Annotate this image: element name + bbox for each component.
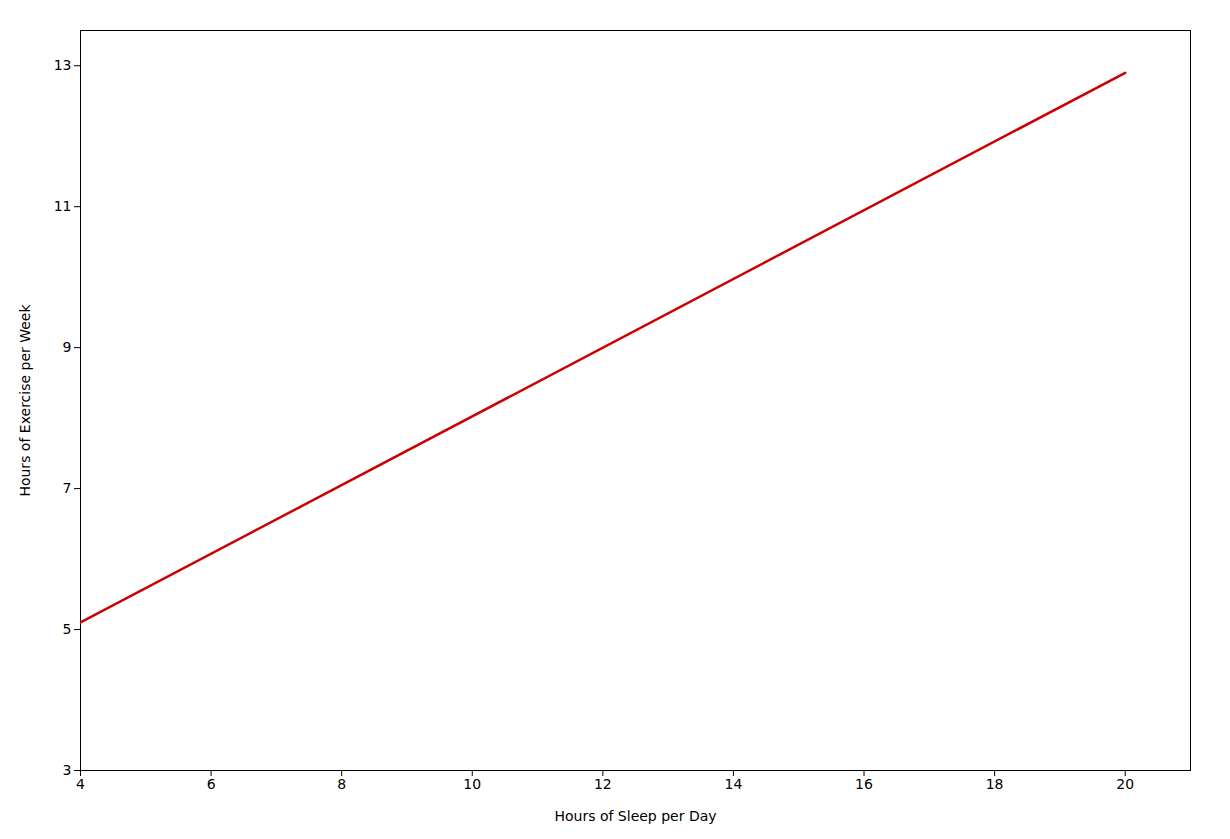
svg-text:12: 12 — [594, 776, 612, 792]
svg-text:11: 11 — [54, 198, 72, 214]
svg-text:5: 5 — [63, 621, 72, 637]
svg-text:9: 9 — [63, 339, 72, 355]
svg-text:4: 4 — [76, 776, 85, 792]
svg-text:6: 6 — [207, 776, 216, 792]
svg-text:10: 10 — [463, 776, 481, 792]
svg-text:20: 20 — [1116, 776, 1134, 792]
svg-text:14: 14 — [725, 776, 743, 792]
svg-text:8: 8 — [337, 776, 346, 792]
svg-text:3: 3 — [63, 762, 72, 778]
svg-text:16: 16 — [855, 776, 873, 792]
svg-text:Hours of Exercise per Week: Hours of Exercise per Week — [17, 304, 33, 497]
svg-text:18: 18 — [986, 776, 1004, 792]
svg-text:13: 13 — [54, 57, 72, 73]
svg-text:Hours of Sleep per Day: Hours of Sleep per Day — [554, 808, 716, 824]
svg-text:7: 7 — [63, 480, 72, 496]
